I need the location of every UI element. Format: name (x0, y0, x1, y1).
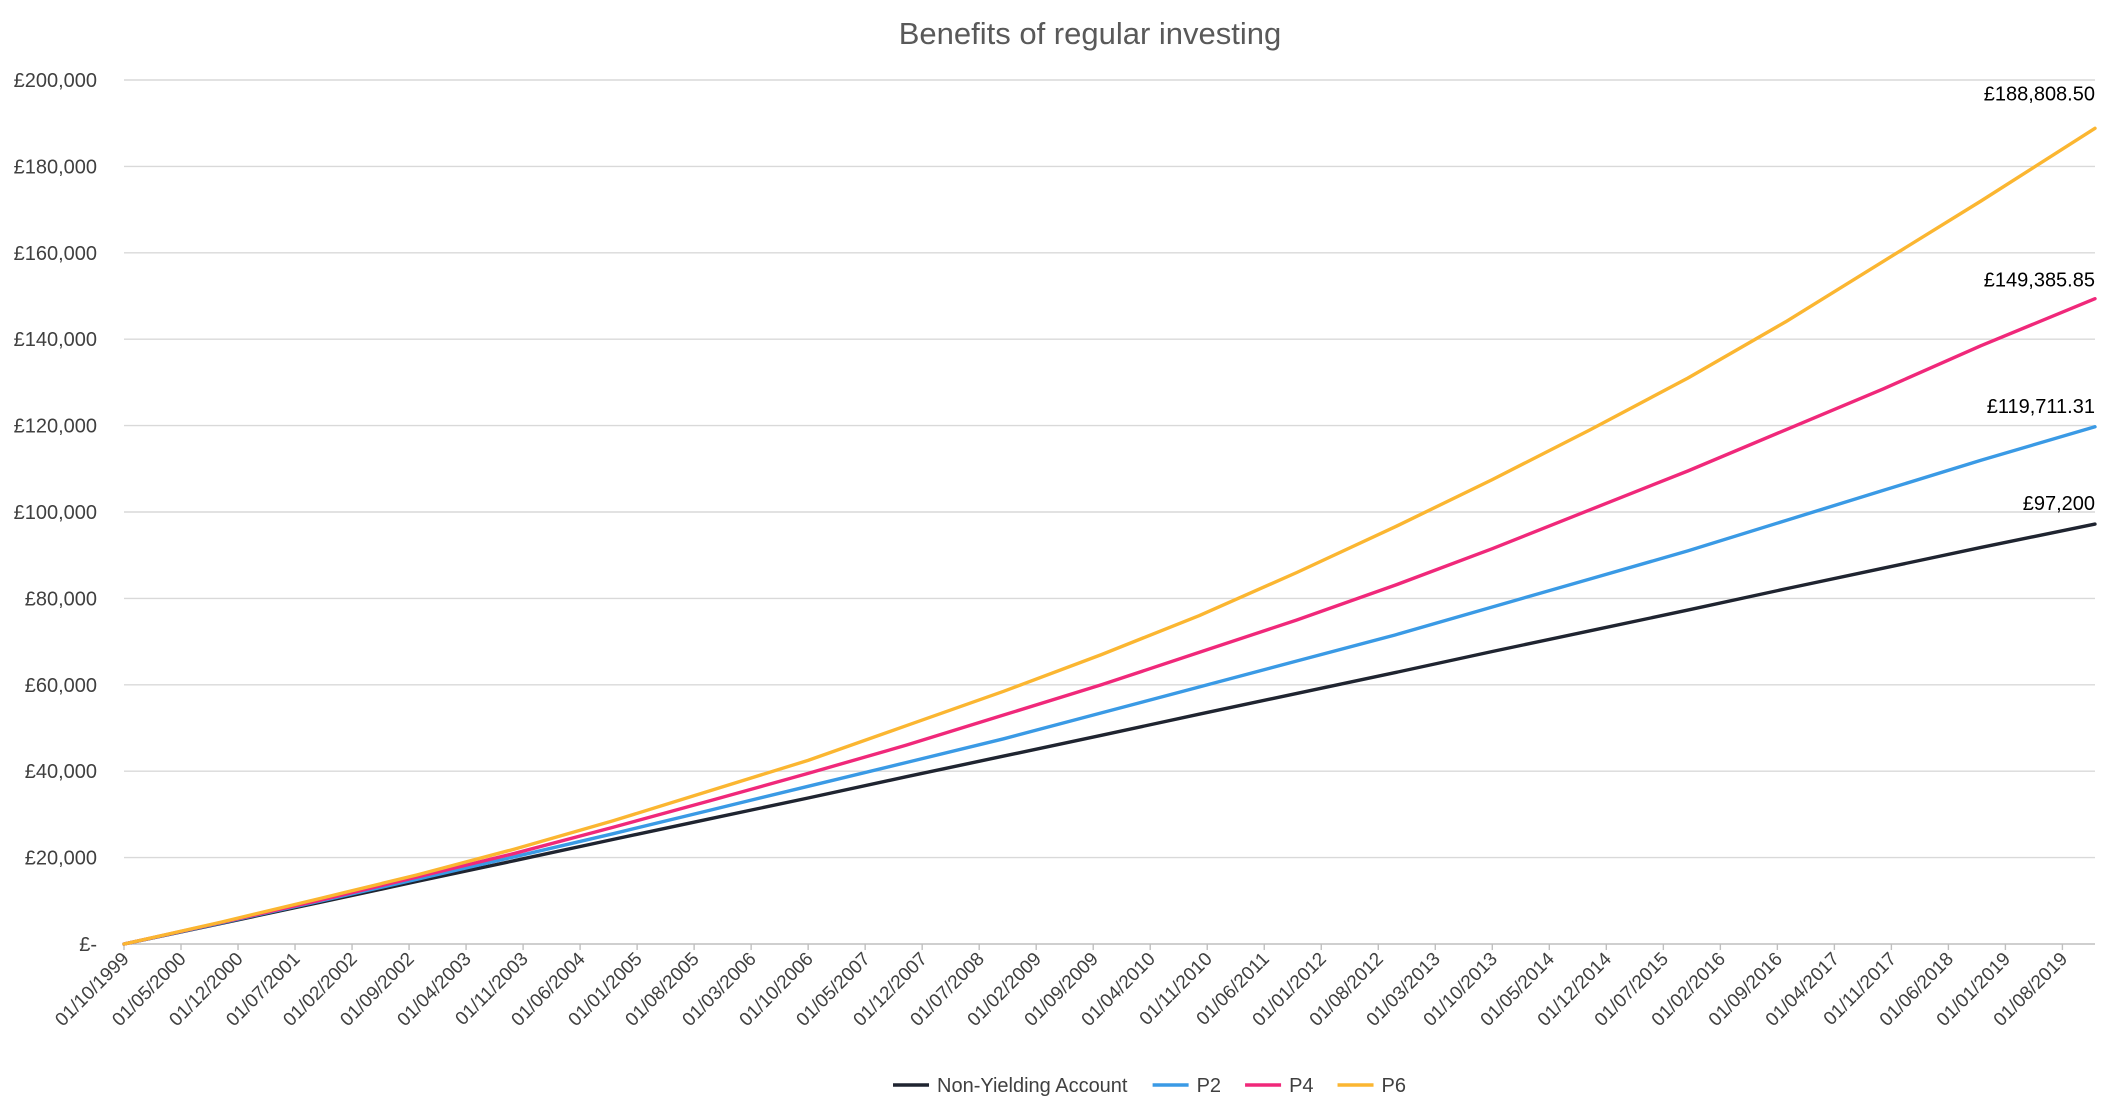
series-line-p6[interactable] (122, 126, 2097, 946)
end-value-label: £97,200 (2023, 493, 2095, 515)
y-tick-label: £160,000 (14, 243, 97, 265)
legend-label: P6 (1382, 1075, 1406, 1097)
series-line-non-yielding-account[interactable] (122, 522, 2097, 946)
y-tick-label: £60,000 (25, 675, 97, 697)
legend-item[interactable]: P4 (1245, 1075, 1314, 1097)
legend-item[interactable]: P2 (1152, 1075, 1221, 1097)
y-tick-label: £40,000 (25, 761, 97, 783)
end-value-label: £119,711.31 (1987, 396, 2095, 418)
series-lines (122, 126, 2097, 946)
chart-title: Benefits of regular investing (899, 16, 1282, 51)
y-tick-label: £200,000 (14, 70, 97, 92)
y-tick-label: £180,000 (14, 156, 97, 178)
y-axis: £- £20,000 £40,000 £60,000 £80,000 £100,000 £1… (14, 70, 97, 956)
y-tick-label: £120,000 (14, 416, 97, 438)
y-tick-label: £80,000 (25, 588, 97, 610)
y-tick-label: £140,000 (14, 329, 97, 351)
y-tick-label: £20,000 (25, 848, 97, 870)
series-line-p2[interactable] (122, 425, 2097, 946)
y-tick-label: £100,000 (14, 502, 97, 524)
legend-label: P4 (1289, 1075, 1313, 1097)
end-value-label: £149,385.85 (1984, 270, 2095, 292)
x-axis: 01/10/199901/05/200001/12/200001/07/2001… (51, 944, 2072, 1031)
y-tick-label: £- (79, 934, 97, 956)
legend-label: P2 (1197, 1075, 1221, 1097)
gridlines (124, 79, 2095, 945)
end-value-labels: £97,200 £119,711.31 £149,385.85 £188,808.50 (1984, 83, 2095, 515)
legend-item[interactable]: P6 (1337, 1075, 1406, 1097)
end-value-label: £188,808.50 (1984, 83, 2095, 105)
legend-label: Non-Yielding Account (937, 1075, 1128, 1097)
series-line-p4[interactable] (122, 297, 2097, 946)
legend-item[interactable]: Non-Yielding Account (893, 1075, 1128, 1097)
legend[interactable]: Non-Yielding Account P2 P4 P6 (893, 1075, 1406, 1097)
